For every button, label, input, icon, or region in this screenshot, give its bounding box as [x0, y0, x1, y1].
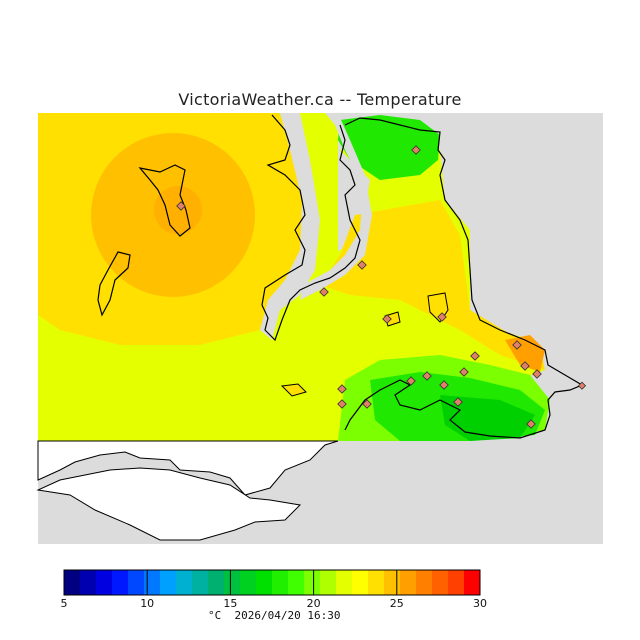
station-marker[interactable] [577, 381, 587, 390]
station-marker[interactable] [357, 260, 367, 270]
legend-color-cell [160, 570, 177, 595]
station-marker[interactable] [337, 384, 347, 394]
south-island [37, 440, 339, 496]
legend-color-cell [352, 570, 369, 595]
legend-color-cell [368, 570, 385, 595]
water-inlet [300, 113, 372, 300]
legend-color-cell [192, 570, 209, 595]
legend-color-cell [128, 570, 145, 595]
legend-color-cell [208, 570, 225, 595]
legend-units: °C [208, 609, 222, 622]
island-large [138, 164, 191, 237]
legend-tick-label: 25 [389, 597, 404, 610]
legend-caption: °C 2026/04/20 16:30 [208, 609, 340, 622]
legend-color-cell [416, 570, 433, 595]
legend-tick-label: 15 [223, 597, 238, 610]
station-marker[interactable] [453, 397, 463, 407]
station-marker[interactable] [382, 314, 392, 324]
legend-color-cell [448, 570, 465, 595]
station-marker[interactable] [319, 287, 329, 297]
station-marker[interactable] [439, 380, 449, 390]
legend-tick-label: 10 [140, 597, 155, 610]
legend-color-cell [336, 570, 353, 595]
legend-color-cell [464, 570, 481, 595]
legend-tick-label: 30 [473, 597, 487, 610]
temp-zone-25 [154, 186, 202, 234]
station-marker[interactable] [176, 201, 186, 211]
station-marker[interactable] [411, 145, 421, 155]
legend-tick-label: 5 [60, 597, 68, 610]
legend-color-cell [272, 570, 289, 595]
south-land [36, 467, 302, 541]
station-marker[interactable] [362, 399, 372, 409]
water-channel [260, 113, 320, 340]
legend-color-cell [96, 570, 113, 595]
station-marker[interactable] [437, 312, 447, 322]
temp-zone-right-18 [440, 395, 535, 441]
coastline-channel [261, 114, 361, 342]
temp-zone-top-green [338, 115, 440, 180]
station-marker[interactable] [422, 371, 432, 381]
map-title: VictoriaWeather.ca -- Temperature [178, 90, 462, 109]
legend-color-cell [288, 570, 305, 595]
temp-zone-right-23 [320, 200, 545, 370]
legend-color-cell [320, 570, 337, 595]
legend-color-cell [400, 570, 417, 595]
legend-color-cell [240, 570, 257, 595]
legend-color-cell [432, 570, 449, 595]
legend-color-cell [384, 570, 401, 595]
station-marker[interactable] [470, 351, 480, 361]
station-marker[interactable] [459, 367, 469, 377]
station-markers [176, 145, 587, 429]
island-small-right [280, 383, 307, 397]
legend-color-cell [304, 570, 321, 595]
station-marker[interactable] [532, 369, 542, 379]
legend-color-cell [256, 570, 273, 595]
island-west [97, 251, 131, 317]
legend-color-cell [112, 570, 129, 595]
legend-tick-label: 20 [306, 597, 321, 610]
station-marker[interactable] [337, 399, 347, 409]
station-marker[interactable] [526, 419, 536, 429]
legend-color-cell [64, 570, 81, 595]
legend-color-cell [144, 570, 161, 595]
legend-color-cell [176, 570, 193, 595]
legend-color-cell [224, 570, 241, 595]
station-marker[interactable] [512, 340, 522, 350]
legend-color-cell [80, 570, 97, 595]
legend-timestamp: 2026/04/20 16:30 [234, 609, 341, 622]
station-marker[interactable] [406, 376, 416, 386]
station-marker[interactable] [520, 361, 530, 371]
